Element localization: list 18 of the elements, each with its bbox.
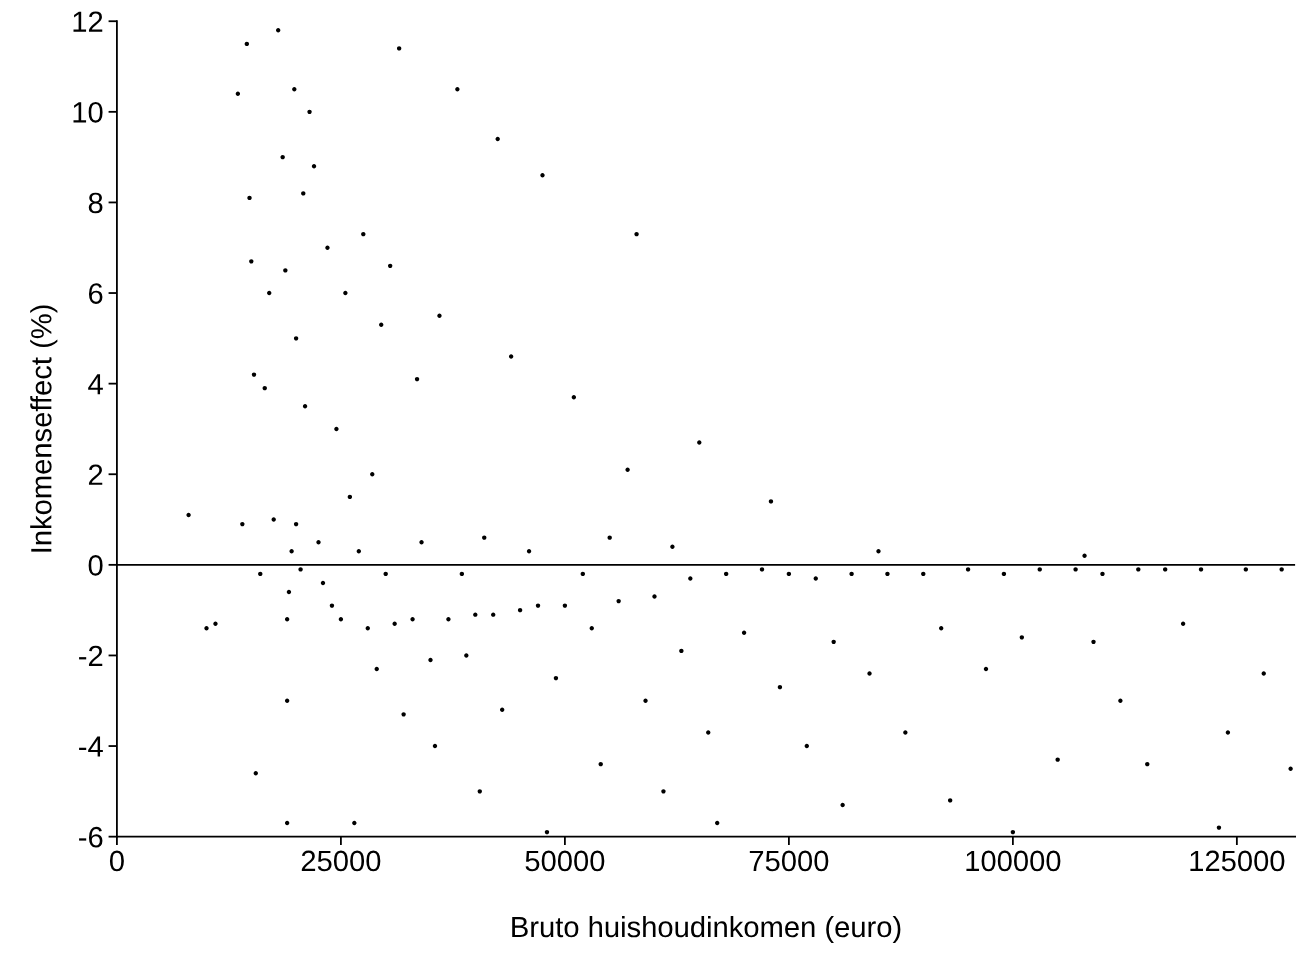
x-tick-label: 125000 xyxy=(1190,850,1285,872)
x-tick-label: 75000 xyxy=(749,850,829,872)
y-tick-label: 10 xyxy=(73,102,103,123)
x-tick-label: 100000 xyxy=(966,850,1061,872)
y-tick-label: -4 xyxy=(79,736,103,757)
y-axis-title: Inkomenseffect (%) xyxy=(30,305,58,552)
x-tick-label: 0 xyxy=(109,850,124,872)
x-axis-title: Bruto huishoudinkomen (euro) xyxy=(512,915,901,944)
y-tick-label: -6 xyxy=(79,826,103,848)
y-tick-label: 2 xyxy=(88,464,103,485)
y-tick-label: 4 xyxy=(88,374,103,395)
y-tick-label: 8 xyxy=(88,192,103,214)
x-tick-label: 50000 xyxy=(525,850,605,872)
y-tick-label: 12 xyxy=(73,11,103,32)
x-tick-label: 25000 xyxy=(301,850,381,872)
y-tick-label: 0 xyxy=(88,555,103,576)
y-tick-label: 6 xyxy=(88,283,103,304)
y-tick-label: -2 xyxy=(79,645,103,667)
